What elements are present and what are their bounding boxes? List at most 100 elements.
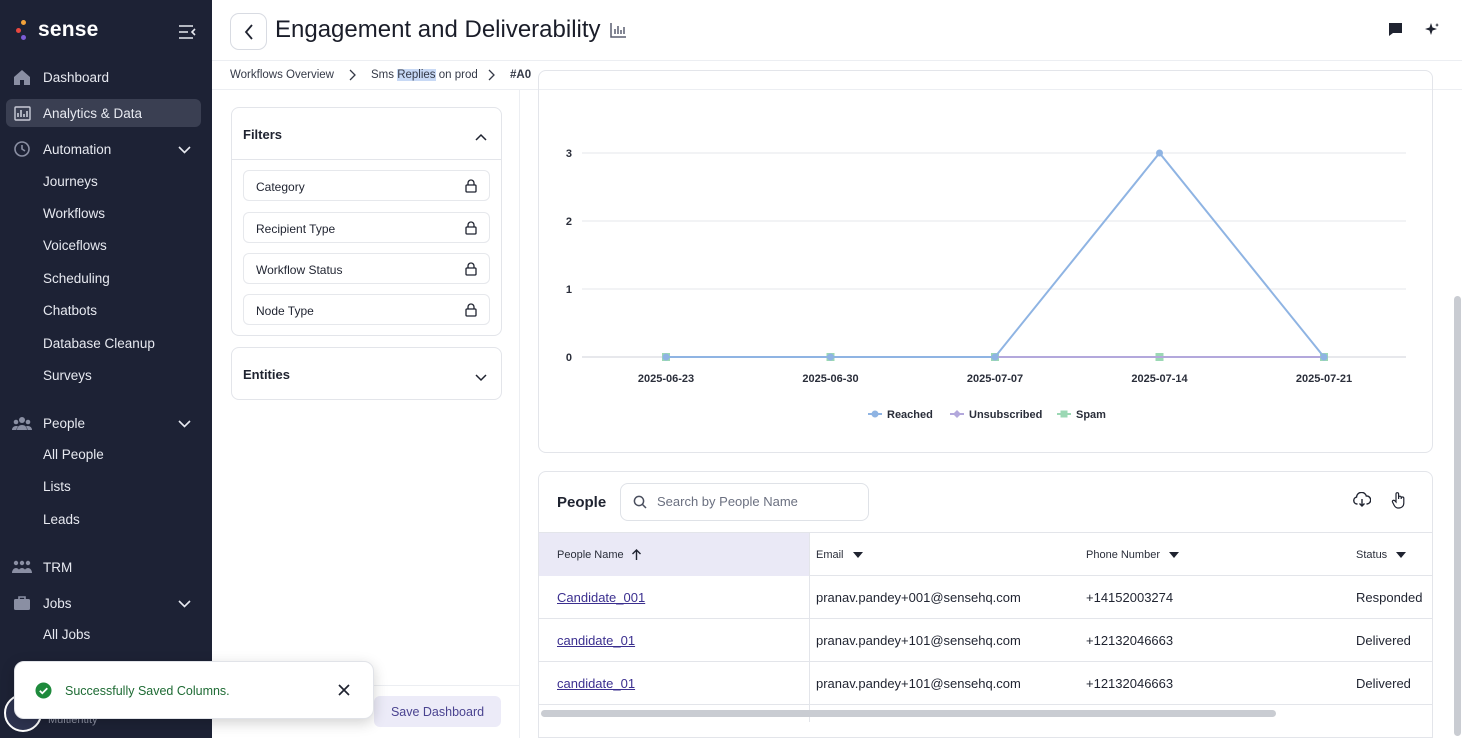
brand-name: sense bbox=[38, 18, 99, 41]
filter-recipient-type[interactable]: Recipient Type bbox=[243, 212, 490, 243]
column-header-people-name[interactable]: People Name bbox=[539, 533, 809, 576]
filter-label: Category bbox=[256, 180, 305, 194]
people-search[interactable] bbox=[620, 483, 869, 521]
sparkle-icon[interactable] bbox=[1424, 22, 1440, 41]
caret-down-icon[interactable] bbox=[852, 551, 863, 558]
chevron-left-icon bbox=[244, 23, 253, 40]
sidebar-item-voiceflows[interactable]: Voiceflows bbox=[43, 238, 107, 253]
chevron-down-icon[interactable] bbox=[178, 416, 191, 431]
y-tick-label: 2 bbox=[566, 216, 572, 228]
sidebar-item-label: TRM bbox=[43, 559, 73, 575]
automation-icon bbox=[12, 139, 32, 159]
phone-cell: +14152003274 bbox=[1086, 590, 1174, 605]
sidebar-item-label: Jobs bbox=[43, 595, 72, 611]
horizontal-scrollbar[interactable] bbox=[541, 710, 1276, 717]
legend-label: Reached bbox=[887, 409, 933, 421]
sidebar-item-dashboard[interactable]: Dashboard bbox=[6, 63, 201, 91]
sidebar-item-workflows[interactable]: Workflows bbox=[43, 206, 106, 221]
line-chart: 0 1 2 3 2025-06-23 2025-06-30 2025-07-07 2025-0… bbox=[566, 148, 1406, 421]
filter-node-type[interactable]: Node Type bbox=[243, 294, 490, 325]
column-header-status[interactable]: Status bbox=[1356, 533, 1407, 576]
filter-category[interactable]: Category bbox=[243, 170, 490, 201]
filter-label: Recipient Type bbox=[256, 222, 336, 236]
table-row: Candidate_001 pranav.pandey+001@sensehq.… bbox=[539, 576, 1432, 619]
filter-label: Node Type bbox=[256, 304, 314, 318]
phone-cell: +12132046663 bbox=[1086, 633, 1174, 648]
legend-label: Unsubscribed bbox=[969, 409, 1042, 421]
analytics-icon bbox=[12, 103, 32, 123]
chevron-down-icon[interactable] bbox=[475, 370, 487, 385]
save-dashboard-button[interactable]: Save Dashboard bbox=[374, 696, 501, 727]
sidebar-item-automation[interactable]: Automation bbox=[6, 135, 201, 163]
search-input[interactable] bbox=[657, 494, 857, 509]
sidebar-item-chatbots[interactable]: Chatbots bbox=[43, 303, 98, 318]
brand-logo[interactable]: sense bbox=[16, 18, 99, 42]
legend-marker bbox=[953, 410, 961, 418]
page-header: Engagement and Deliverability bbox=[212, 0, 1462, 60]
comment-icon[interactable] bbox=[1388, 22, 1403, 40]
chevron-right-icon bbox=[488, 69, 495, 84]
hand-pointer-icon[interactable] bbox=[1391, 491, 1407, 512]
sidebar-item-surveys[interactable]: Surveys bbox=[43, 368, 92, 383]
sense-logo-icon bbox=[16, 20, 30, 40]
column-header-email[interactable]: Email bbox=[816, 533, 863, 576]
series-line-reached bbox=[666, 151, 1325, 358]
page-title: Engagement and Deliverability bbox=[275, 16, 601, 43]
check-circle-icon bbox=[35, 682, 52, 702]
email-cell: pranav.pandey+001@sensehq.com bbox=[816, 590, 1021, 605]
status-cell: Responded bbox=[1356, 590, 1423, 605]
x-tick-label: 2025-06-23 bbox=[638, 373, 694, 385]
back-button[interactable] bbox=[230, 13, 267, 50]
caret-down-icon[interactable] bbox=[1396, 551, 1407, 558]
person-name-link[interactable]: candidate_01 bbox=[557, 633, 636, 648]
email-cell: pranav.pandey+101@sensehq.com bbox=[816, 676, 1021, 691]
sidebar-item-all-people[interactable]: All People bbox=[43, 447, 104, 462]
column-header-phone[interactable]: Phone Number bbox=[1086, 533, 1179, 576]
filter-workflow-status[interactable]: Workflow Status bbox=[243, 253, 490, 284]
sidebar-item-journeys[interactable]: Journeys bbox=[43, 174, 98, 189]
sidebar-item-all-jobs[interactable]: All Jobs bbox=[43, 627, 91, 642]
y-tick-label: 3 bbox=[566, 148, 572, 160]
chevron-down-icon[interactable] bbox=[178, 142, 191, 157]
filter-label: Workflow Status bbox=[256, 263, 343, 277]
chevron-down-icon[interactable] bbox=[178, 596, 191, 611]
sidebar-item-analytics[interactable]: Analytics & Data bbox=[6, 99, 201, 127]
caret-down-icon[interactable] bbox=[1169, 551, 1179, 558]
sidebar-item-label: Analytics & Data bbox=[43, 105, 143, 121]
sidebar-item-people[interactable]: People bbox=[6, 409, 201, 437]
chart-card: 0 1 2 3 2025-06-23 2025-06-30 2025-07-07 2025-0… bbox=[538, 70, 1433, 453]
sidebar-item-leads[interactable]: Leads bbox=[43, 512, 80, 527]
person-name-link[interactable]: candidate_01 bbox=[557, 676, 636, 691]
entities-card[interactable]: Entities bbox=[231, 347, 502, 400]
legend-label: Spam bbox=[1076, 409, 1106, 421]
lock-icon bbox=[465, 303, 477, 320]
collapse-sidebar-icon[interactable] bbox=[178, 24, 196, 40]
lock-icon bbox=[465, 262, 477, 279]
table-row: candidate_01 pranav.pandey+101@sensehq.c… bbox=[539, 619, 1432, 662]
sidebar-item-trm[interactable]: TRM bbox=[6, 553, 201, 581]
sidebar-item-database-cleanup[interactable]: Database Cleanup bbox=[43, 336, 155, 351]
download-icon[interactable] bbox=[1353, 491, 1372, 511]
column-header-label: Phone Number bbox=[1086, 548, 1160, 561]
vertical-scrollbar[interactable] bbox=[1454, 296, 1461, 736]
legend-marker bbox=[871, 410, 879, 418]
y-tick-label: 0 bbox=[566, 352, 572, 364]
data-point-reached bbox=[662, 353, 670, 361]
person-name-link[interactable]: Candidate_001 bbox=[557, 590, 646, 605]
breadcrumb-item-workflow[interactable]: Sms Replies on prod bbox=[371, 69, 478, 81]
sidebar-item-scheduling[interactable]: Scheduling bbox=[43, 271, 110, 286]
email-cell: pranav.pandey+101@sensehq.com bbox=[816, 633, 1021, 648]
filters-title[interactable]: Filters bbox=[243, 127, 283, 142]
x-tick-label: 2025-07-07 bbox=[967, 373, 1023, 385]
close-icon[interactable] bbox=[338, 684, 350, 699]
sidebar-item-jobs[interactable]: Jobs bbox=[6, 589, 201, 617]
sidebar: sense Dashboard Analytics & Data Automat… bbox=[0, 0, 212, 738]
sort-ascending-icon[interactable] bbox=[631, 548, 642, 561]
breadcrumb-item-workflows-overview[interactable]: Workflows Overview bbox=[230, 69, 334, 81]
status-cell: Delivered bbox=[1356, 633, 1411, 648]
x-tick-label: 2025-07-21 bbox=[1296, 373, 1352, 385]
chevron-up-icon[interactable] bbox=[475, 129, 487, 144]
bar-chart-icon[interactable] bbox=[610, 22, 627, 41]
sidebar-item-lists[interactable]: Lists bbox=[43, 479, 71, 494]
people-table-title: People bbox=[557, 494, 607, 511]
